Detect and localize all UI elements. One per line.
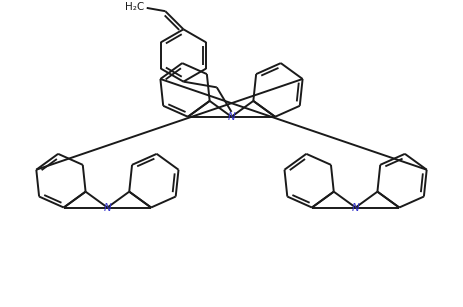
Text: N: N [352,203,359,212]
Text: N: N [228,112,235,122]
Text: H₂C: H₂C [125,2,144,12]
Text: N: N [104,203,111,212]
